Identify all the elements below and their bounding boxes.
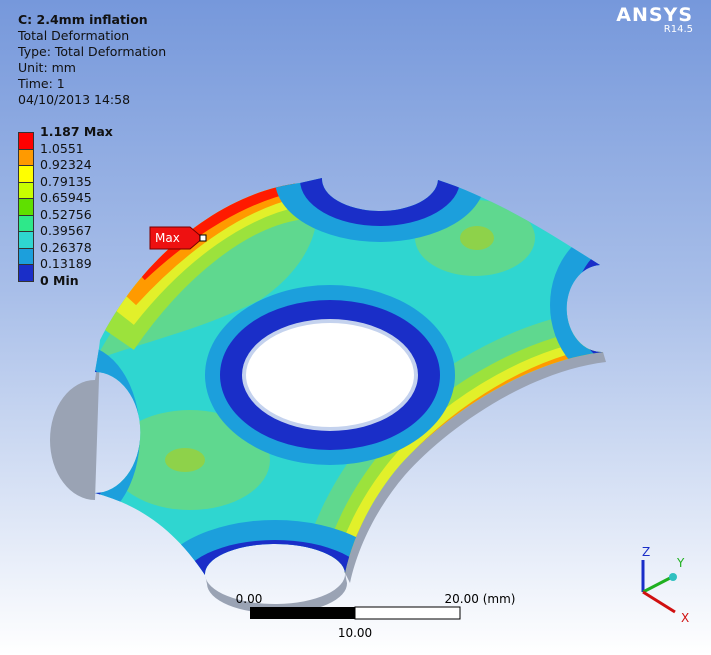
logo-name: ANSYS [616,4,693,26]
legend-swatch [18,264,34,282]
logo: ANSYS R14.5 [616,4,693,35]
legend-label: 0.92324 [40,157,92,172]
legend-label: 0.39567 [40,223,92,238]
legend-label: 0.65945 [40,190,92,205]
result-title: C: 2.4mm inflation [18,12,148,27]
result-line: 04/10/2013 14:58 [18,92,131,107]
legend-label: 0.79135 [40,173,92,189]
axis-label: X [681,611,689,625]
center-hole [246,323,414,427]
scale-label: 0.00 [236,592,263,606]
legend-label: 0 Min [40,272,79,288]
plate-edge [50,348,606,614]
scale-bar: 0.00 20.00 (mm) 10.00 [236,592,516,640]
axis-label: Z [642,545,650,559]
scale-label: 20.00 (mm) [445,592,516,606]
result-line: Time: 1 [18,76,65,91]
axis-label: Y [676,556,685,570]
axis-triad: Z Y X [641,545,689,625]
result-line: Unit: mm [18,60,76,75]
scale-label: 10.00 [338,626,372,640]
legend-label: 1.187 Max [40,124,113,139]
max-label: Max [155,231,180,245]
legend-label: 0.13189 [40,256,92,271]
legend-label: 0.52756 [40,206,92,222]
max-probe: Max [149,226,207,250]
result-line: Type: Total Deformation [18,44,167,59]
logo-version: R14.5 [663,24,693,35]
result-line: Total Deformation [18,28,130,43]
legend-label: 0.26378 [40,239,92,255]
legend-label: 1.0551 [40,140,84,156]
